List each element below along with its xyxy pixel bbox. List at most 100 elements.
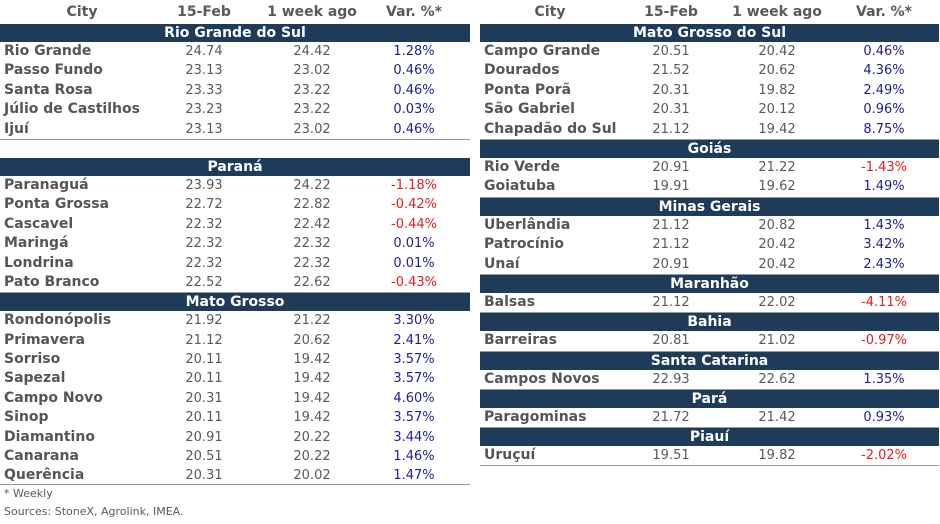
city-name: Júlio de Castilhos (4, 101, 140, 118)
city-name: Chapadão do Sul (484, 120, 617, 137)
variation: -2.02% (861, 448, 907, 464)
price-week-ago: 22.82 (293, 197, 331, 213)
variation: 3.30% (393, 313, 435, 329)
price-current: 19.51 (652, 448, 690, 464)
table-row: Chapadão do Sul 21.12 19.42 8.75% (480, 120, 939, 139)
variation: 0.46% (393, 82, 435, 98)
price-week-ago: 23.22 (293, 82, 331, 98)
city-name: Sapezal (4, 370, 66, 387)
price-week-ago: 23.02 (293, 63, 331, 79)
city-name: Pato Branco (4, 273, 100, 290)
variation: 3.42% (863, 237, 905, 253)
city-name: Ponta Grossa (4, 196, 109, 213)
price-current: 20.91 (652, 256, 690, 272)
right-table-header: City 15-Feb 1 week ago Var. %* (480, 0, 939, 24)
table-row: Santa Rosa 23.33 23.22 0.46% (0, 81, 470, 100)
price-current: 20.11 (185, 352, 223, 368)
price-week-ago: 21.22 (293, 313, 331, 329)
variation: -0.43% (391, 274, 437, 290)
price-current: 21.52 (652, 63, 690, 79)
header-city: City (534, 4, 566, 20)
price-current: 22.32 (185, 216, 223, 232)
table-row: Diamantino 20.91 20.22 3.44% (0, 428, 470, 447)
price-current: 20.31 (652, 102, 690, 118)
price-week-ago: 22.62 (758, 371, 796, 387)
variation: 1.46% (393, 449, 435, 465)
table-row: Primavera 21.12 20.62 2.41% (0, 331, 470, 350)
variation: 0.46% (863, 44, 905, 59)
section-header-rio-grande-do-sul: Rio Grande do Sul (0, 24, 470, 42)
price-week-ago: 20.82 (758, 217, 796, 233)
price-current: 19.91 (652, 179, 690, 195)
price-current: 21.12 (652, 237, 690, 253)
table-row: Canarana 20.51 20.22 1.46% (0, 447, 470, 466)
section-divider (480, 138, 939, 140)
price-week-ago: 19.62 (758, 179, 796, 195)
price-current: 21.12 (652, 217, 690, 233)
variation: 8.75% (863, 121, 905, 137)
price-week-ago: 20.62 (293, 332, 331, 348)
price-current: 21.12 (652, 121, 690, 137)
section-header-maranhao: Maranhão (480, 274, 939, 293)
city-name: Dourados (484, 62, 560, 79)
price-current: 22.52 (185, 274, 223, 290)
price-current: 21.12 (652, 294, 690, 310)
variation: 0.03% (393, 102, 435, 118)
city-name: Sorriso (4, 351, 61, 368)
price-current: 20.11 (185, 371, 223, 387)
price-current: 21.12 (185, 332, 223, 348)
table-row: Campos Novos 22.93 22.62 1.35% (480, 370, 939, 389)
price-current: 23.33 (185, 82, 223, 98)
variation: 0.93% (863, 410, 905, 426)
price-week-ago: 20.12 (758, 102, 796, 118)
table-row: Cascavel 22.32 22.42 -0.44% (0, 215, 470, 234)
table-row: Balsas 21.12 22.02 -4.11% (480, 293, 939, 312)
variation: 1.47% (393, 468, 435, 484)
section-header-parana: Paraná (0, 157, 470, 176)
left-table-body: Rio Grande do Sul Rio Grande 24.74 24.42 1.2… (0, 24, 470, 486)
price-week-ago: 22.32 (293, 255, 331, 271)
city-name: Santa Rosa (4, 81, 93, 98)
price-week-ago: 20.62 (758, 63, 796, 79)
table-row: Júlio de Castilhos 23.23 23.22 0.03% (0, 100, 470, 119)
price-current: 23.23 (185, 102, 223, 118)
city-name: Londrina (4, 254, 74, 271)
price-current: 20.91 (185, 429, 223, 445)
city-name: Uruçuí (484, 447, 536, 464)
table-row: Campo Grande 20.51 20.42 0.46% (480, 42, 939, 61)
city-name: Patrocínio (484, 236, 565, 253)
price-current: 20.91 (652, 159, 690, 175)
price-week-ago: 20.42 (758, 44, 796, 59)
section-divider (480, 312, 939, 314)
price-week-ago: 20.02 (293, 468, 331, 484)
table-bottom-rule (0, 484, 470, 485)
price-week-ago: 19.82 (758, 448, 796, 464)
city-name: Paranaguá (4, 176, 89, 193)
city-name: Rio Grande (4, 43, 92, 59)
section-header-mato-grosso-do-sul: Mato Grosso do Sul (480, 24, 939, 42)
city-name: Rio Verde (484, 158, 561, 175)
table-bottom-rule (480, 465, 939, 466)
price-week-ago: 21.22 (758, 159, 796, 175)
section-divider (0, 138, 470, 140)
section-gap (0, 140, 470, 158)
city-name: Diamantino (4, 428, 95, 445)
price-week-ago: 22.32 (293, 236, 331, 252)
price-current: 21.92 (185, 313, 223, 329)
header-city: City (66, 4, 98, 20)
footnote-sources: Sources: StoneX, Agrolink, IMEA. (4, 505, 184, 518)
city-name: Querência (4, 467, 85, 484)
footnotes: * Weekly Sources: StoneX, Agrolink, IMEA… (4, 487, 184, 523)
table-row: Dourados 21.52 20.62 4.36% (480, 61, 939, 80)
section-header-para: Pará (480, 390, 939, 409)
variation: 3.44% (393, 429, 435, 445)
footnote-weekly: * Weekly (4, 487, 53, 500)
price-week-ago: 19.42 (758, 121, 796, 137)
price-current: 21.72 (652, 410, 690, 426)
header-week: 1 week ago (267, 4, 357, 20)
variation: 0.01% (393, 255, 435, 271)
left-table: City 15-Feb 1 week ago Var. %* Rio Grand… (0, 0, 470, 486)
price-week-ago: 20.42 (758, 237, 796, 253)
section-header-minas-gerais: Minas Gerais (480, 197, 939, 216)
right-table-body: Mato Grosso do Sul Campo Grande 20.51 20.42… (480, 24, 939, 466)
